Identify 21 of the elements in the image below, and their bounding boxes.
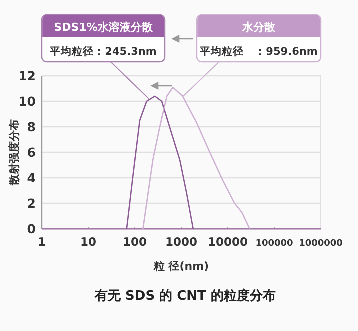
x-tick-label: 1 [38, 235, 46, 249]
x-tick-label: 10 [80, 235, 97, 249]
text: 水分散 [242, 21, 276, 34]
y-tick-label: 0 [27, 222, 36, 236]
text: SDS1%水溶液分散 [54, 21, 154, 34]
y-tick-label: 8 [27, 120, 36, 134]
x-tick-label: 100000 [256, 239, 294, 249]
annotation: 平均粒径：245.3nm [49, 45, 157, 58]
y-tick-label: 4 [27, 170, 36, 186]
x-tick-label: 100 [122, 235, 148, 249]
y-tick-label: 2 [27, 196, 36, 211]
text: 有无 SDS 的 CNT 的粒度分布 [94, 288, 276, 304]
x-tick-label: 1000000 [299, 239, 343, 249]
y-axis-title: 散射强度分布 [8, 120, 21, 186]
y-tick-label: 10 [18, 94, 36, 109]
x-axis-title: 粒 径(nm) [152, 260, 210, 273]
y-tick-label: 12 [18, 68, 36, 84]
x-tick-label: 1000 [165, 235, 198, 249]
x-tick-label: 10000 [208, 235, 248, 249]
annotation: 平均粒径 ：959.6nm [199, 45, 318, 58]
y-tick-label: 6 [27, 145, 36, 160]
